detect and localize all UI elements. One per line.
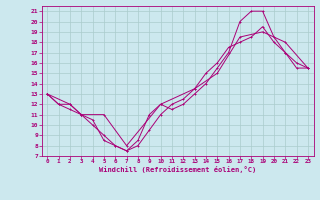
X-axis label: Windchill (Refroidissement éolien,°C): Windchill (Refroidissement éolien,°C) — [99, 166, 256, 173]
